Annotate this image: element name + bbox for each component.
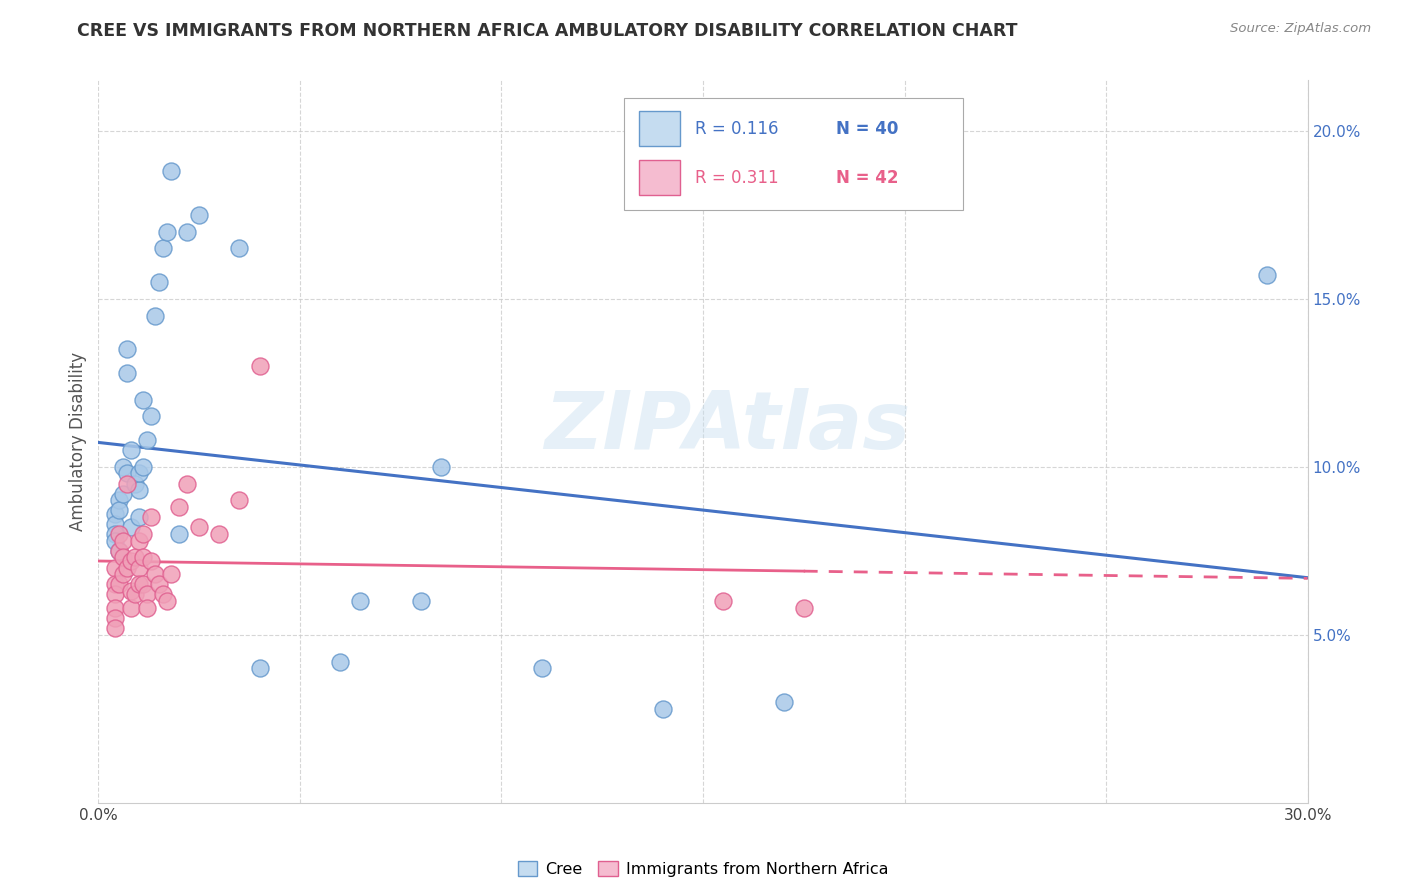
FancyBboxPatch shape <box>638 161 681 195</box>
Point <box>115 560 138 574</box>
Point <box>132 527 155 541</box>
Point <box>176 225 198 239</box>
Point <box>120 600 142 615</box>
Text: R = 0.311: R = 0.311 <box>695 169 778 186</box>
Point <box>409 594 432 608</box>
Text: ZIPAtlas: ZIPAtlas <box>544 388 910 467</box>
Point <box>120 554 142 568</box>
Point <box>128 577 150 591</box>
Point <box>156 225 179 239</box>
Point <box>188 520 211 534</box>
Text: N = 40: N = 40 <box>837 120 898 137</box>
Point <box>143 567 166 582</box>
Text: Source: ZipAtlas.com: Source: ZipAtlas.com <box>1230 22 1371 36</box>
Point <box>176 476 198 491</box>
Point <box>107 543 129 558</box>
Point <box>111 550 134 565</box>
Point <box>124 550 146 565</box>
Point <box>103 516 125 531</box>
Point <box>249 661 271 675</box>
Point <box>128 510 150 524</box>
Legend: Cree, Immigrants from Northern Africa: Cree, Immigrants from Northern Africa <box>512 855 894 883</box>
Point <box>124 587 146 601</box>
Point <box>188 208 211 222</box>
Point <box>139 510 162 524</box>
Point <box>1256 268 1278 283</box>
Point <box>107 543 129 558</box>
Point <box>107 503 129 517</box>
Point <box>329 655 352 669</box>
Point <box>128 483 150 498</box>
FancyBboxPatch shape <box>624 98 963 211</box>
Point <box>152 241 174 255</box>
Point <box>107 493 129 508</box>
Text: N = 42: N = 42 <box>837 169 898 186</box>
Point <box>103 507 125 521</box>
Point <box>107 577 129 591</box>
FancyBboxPatch shape <box>638 112 681 146</box>
Point <box>103 587 125 601</box>
Point <box>111 567 134 582</box>
Point <box>103 560 125 574</box>
Point <box>120 584 142 599</box>
Point <box>115 366 138 380</box>
Point <box>111 486 134 500</box>
Point <box>128 560 150 574</box>
Point <box>167 500 190 514</box>
Point <box>132 550 155 565</box>
Point <box>228 241 250 255</box>
Point <box>228 493 250 508</box>
Point <box>120 442 142 457</box>
Point <box>152 587 174 601</box>
Point <box>793 600 815 615</box>
Point <box>349 594 371 608</box>
Point <box>148 577 170 591</box>
Point <box>128 533 150 548</box>
Point <box>160 567 183 582</box>
Point <box>772 695 794 709</box>
Point <box>530 661 553 675</box>
Point <box>103 600 125 615</box>
Point <box>711 594 734 608</box>
Point <box>160 164 183 178</box>
Point <box>124 476 146 491</box>
Point <box>103 577 125 591</box>
Point <box>103 533 125 548</box>
Point <box>111 533 134 548</box>
Point <box>128 467 150 481</box>
Point <box>135 587 157 601</box>
Point <box>135 433 157 447</box>
Point <box>132 459 155 474</box>
Y-axis label: Ambulatory Disability: Ambulatory Disability <box>69 352 87 531</box>
Point <box>111 459 134 474</box>
Point <box>135 600 157 615</box>
Point <box>115 476 138 491</box>
Point <box>156 594 179 608</box>
Point <box>143 309 166 323</box>
Point <box>249 359 271 373</box>
Point <box>103 527 125 541</box>
Point <box>132 392 155 407</box>
Point <box>103 621 125 635</box>
Point <box>651 702 673 716</box>
Point <box>148 275 170 289</box>
Point <box>430 459 453 474</box>
Point <box>208 527 231 541</box>
Point <box>103 611 125 625</box>
Text: R = 0.116: R = 0.116 <box>695 120 778 137</box>
Point <box>167 527 190 541</box>
Point <box>139 554 162 568</box>
Point <box>107 527 129 541</box>
Text: CREE VS IMMIGRANTS FROM NORTHERN AFRICA AMBULATORY DISABILITY CORRELATION CHART: CREE VS IMMIGRANTS FROM NORTHERN AFRICA … <box>77 22 1018 40</box>
Point <box>132 577 155 591</box>
Point <box>115 342 138 356</box>
Point <box>139 409 162 424</box>
Point <box>120 520 142 534</box>
Point <box>115 467 138 481</box>
